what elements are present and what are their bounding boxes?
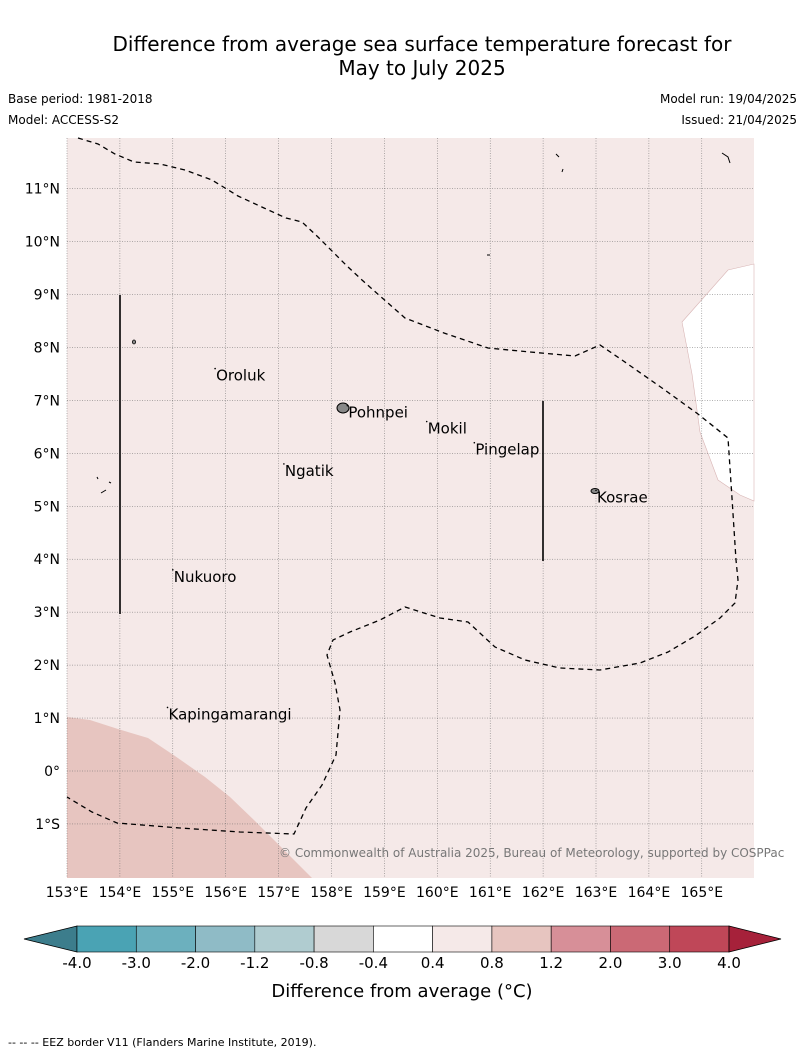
place-marker <box>214 367 216 370</box>
colorbar-min-arrow <box>23 925 78 953</box>
place-label-kosrae: Kosrae <box>597 488 648 506</box>
lon-tick-label: 154°E <box>99 885 142 901</box>
lon-tick-label: 159°E <box>363 885 406 901</box>
place-label-pohnpei: Pohnpei <box>348 404 408 422</box>
colorbar-segment <box>254 925 315 953</box>
warm-anomaly-region <box>67 717 312 878</box>
issued-date: Issued: 21/04/2025 <box>681 113 797 127</box>
colorbar-max-arrow <box>728 925 782 953</box>
eez-border <box>66 137 739 835</box>
title-line-1: Difference from average sea surface temp… <box>112 32 732 56</box>
place-marker <box>473 441 476 444</box>
lat-tick-label: 9°N <box>34 287 60 303</box>
ocean-anomaly-fill <box>67 138 754 878</box>
place-marker <box>425 420 428 423</box>
lat-tick-label: 1°S <box>35 817 60 833</box>
colorbar-segment <box>195 925 256 953</box>
copyright-text: © Commonwealth of Australia 2025, Bureau… <box>279 846 784 860</box>
colorbar-segment <box>135 925 196 953</box>
colorbar-segment <box>76 925 137 953</box>
lon-tick-label: 160°E <box>416 885 459 901</box>
colorbar-segment <box>432 925 493 953</box>
lon-tick-label: 161°E <box>469 885 512 901</box>
colorbar-tick: -2.0 <box>181 954 210 972</box>
eez-footnote: -- -- -- EEZ border V11 (Flanders Marine… <box>8 1036 317 1049</box>
place-marker <box>166 706 169 709</box>
colorbar-segment <box>373 925 433 953</box>
lon-tick-label: 164°E <box>628 885 671 901</box>
base-period: Base period: 1981-2018 <box>8 92 153 106</box>
island-kosrae <box>590 488 600 494</box>
lon-tick-label: 162°E <box>522 885 565 901</box>
place-label-pingelap: Pingelap <box>475 441 539 459</box>
lon-tick-label: 153°E <box>46 885 89 901</box>
lat-tick-label: 2°N <box>34 658 60 674</box>
colorbar-tick: 3.0 <box>658 954 682 972</box>
colorbar-tick: 1.2 <box>539 954 563 972</box>
reef-mark <box>131 339 136 345</box>
colorbar-segment <box>491 925 552 953</box>
colorbar-segment <box>669 925 730 953</box>
place-label-oroluk: Oroluk <box>216 367 265 385</box>
lon-tick-label: 158°E <box>310 885 353 901</box>
colorbar-tick: -0.4 <box>359 954 388 972</box>
lon-tick-label: 165°E <box>681 885 724 901</box>
colorbar-segment <box>610 925 671 953</box>
colorbar-tick: -0.8 <box>299 954 328 972</box>
atoll-marks <box>96 476 112 494</box>
place-label-ngatik: Ngatik <box>285 462 334 480</box>
lon-tick-label: 163°E <box>575 885 618 901</box>
place-marker <box>346 404 349 407</box>
colorbar-segment <box>313 925 374 953</box>
lat-tick-label: 7°N <box>34 393 60 409</box>
colorbar-label: Difference from average (°C) <box>271 981 533 1002</box>
place-label-mokil: Mokil <box>428 420 467 438</box>
lat-tick-label: 5°N <box>34 499 60 515</box>
island-pohnpei <box>336 402 350 414</box>
lon-tick-label: 156°E <box>204 885 247 901</box>
colorbar-tick: 2.0 <box>599 954 623 972</box>
place-marker <box>595 489 597 492</box>
lat-tick-label: 0° <box>44 764 60 780</box>
colorbar-tick: -3.0 <box>122 954 151 972</box>
colorbar-tick: -4.0 <box>62 954 91 972</box>
place-marker <box>283 463 285 465</box>
forecast-map: Oroluk Pohnpei Mokil Pingelap Ngatik Kosrae Nu… <box>23 137 784 972</box>
place-label-kapingamarangi: Kapingamarangi <box>169 705 292 723</box>
lat-tick-label: 10°N <box>25 235 60 251</box>
lat-tick-label: 11°N <box>25 182 60 198</box>
chart-title: Difference from average sea surface temp… <box>0 32 804 80</box>
lat-tick-label: 8°N <box>34 340 60 356</box>
colorbar-segment <box>550 925 611 953</box>
place-marker <box>172 568 174 571</box>
map-panel: Oroluk Pohnpei Mokil Pingelap Ngatik Kosrae Nu… <box>25 137 784 901</box>
lat-tick-label: 3°N <box>34 605 60 621</box>
colorbar-tick: 0.4 <box>421 954 445 972</box>
colorbar-tick: 4.0 <box>717 954 741 972</box>
lat-tick-label: 1°N <box>34 711 60 727</box>
atoll-marks-north <box>555 152 731 173</box>
place-label-nukuoro: Nukuoro <box>174 568 237 586</box>
lat-tick-label: 4°N <box>34 552 60 568</box>
colorbar-tick: 0.8 <box>480 954 504 972</box>
near-normal-region <box>681 263 755 502</box>
lon-tick-label: 157°E <box>257 885 300 901</box>
colorbar-tick: -1.2 <box>240 954 269 972</box>
model-name: Model: ACCESS-S2 <box>8 113 120 127</box>
title-line-2: May to July 2025 <box>338 56 506 80</box>
model-run: Model run: 19/04/2025 <box>659 92 797 106</box>
colorbar: -4.0 -3.0 -2.0 -1.2 -0.8 -0.4 0.4 0.8 1.2 2.0 3.0 4… <box>23 925 782 972</box>
lat-tick-label: 6°N <box>34 446 60 462</box>
lon-tick-label: 155°E <box>152 885 195 901</box>
